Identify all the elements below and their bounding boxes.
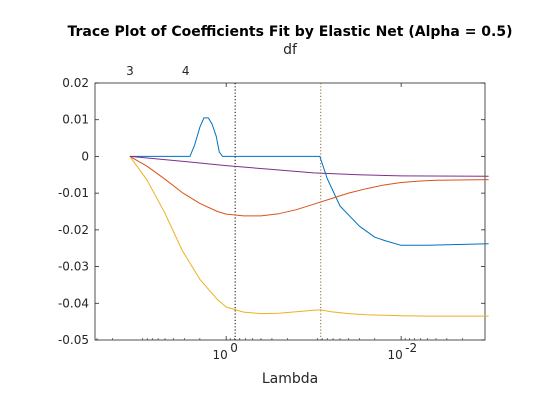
series-line-2 (129, 155, 489, 217)
series-line-1 (129, 117, 489, 246)
series-line-3 (129, 156, 489, 317)
top-tick-label: 3 (126, 64, 134, 78)
top-axis-label: df (283, 42, 298, 58)
x-tick-label: 10 (213, 348, 228, 362)
reference-lines (234, 83, 322, 340)
y-tick-label: -0.01 (58, 186, 89, 200)
y-tick-label: 0.02 (62, 76, 89, 90)
x-tick-label: 10 (388, 348, 403, 362)
x-axis-ticks: 10 0 10 -2 (96, 83, 463, 362)
series-line-4 (129, 155, 489, 177)
x-axis-label: Lambda (262, 371, 318, 387)
series-layer (129, 117, 489, 317)
x-tick-label-exponent: -2 (405, 341, 417, 355)
y-axis-ticks: 0.02 0.01 0 -0.01 -0.02 -0.03 -0.04 -0.05 (58, 76, 485, 347)
y-tick-label: -0.04 (58, 296, 89, 310)
chart-title: Trace Plot of Coefficients Fit by Elasti… (68, 24, 513, 40)
y-tick-label: -0.02 (58, 223, 89, 237)
top-tick-label: 4 (182, 64, 190, 78)
y-tick-label: -0.03 (58, 260, 89, 274)
y-tick-label: -0.05 (58, 333, 89, 347)
y-tick-label: 0 (81, 149, 89, 163)
x-tick-label-exponent: 0 (230, 341, 238, 355)
y-tick-label: 0.01 (62, 113, 89, 127)
